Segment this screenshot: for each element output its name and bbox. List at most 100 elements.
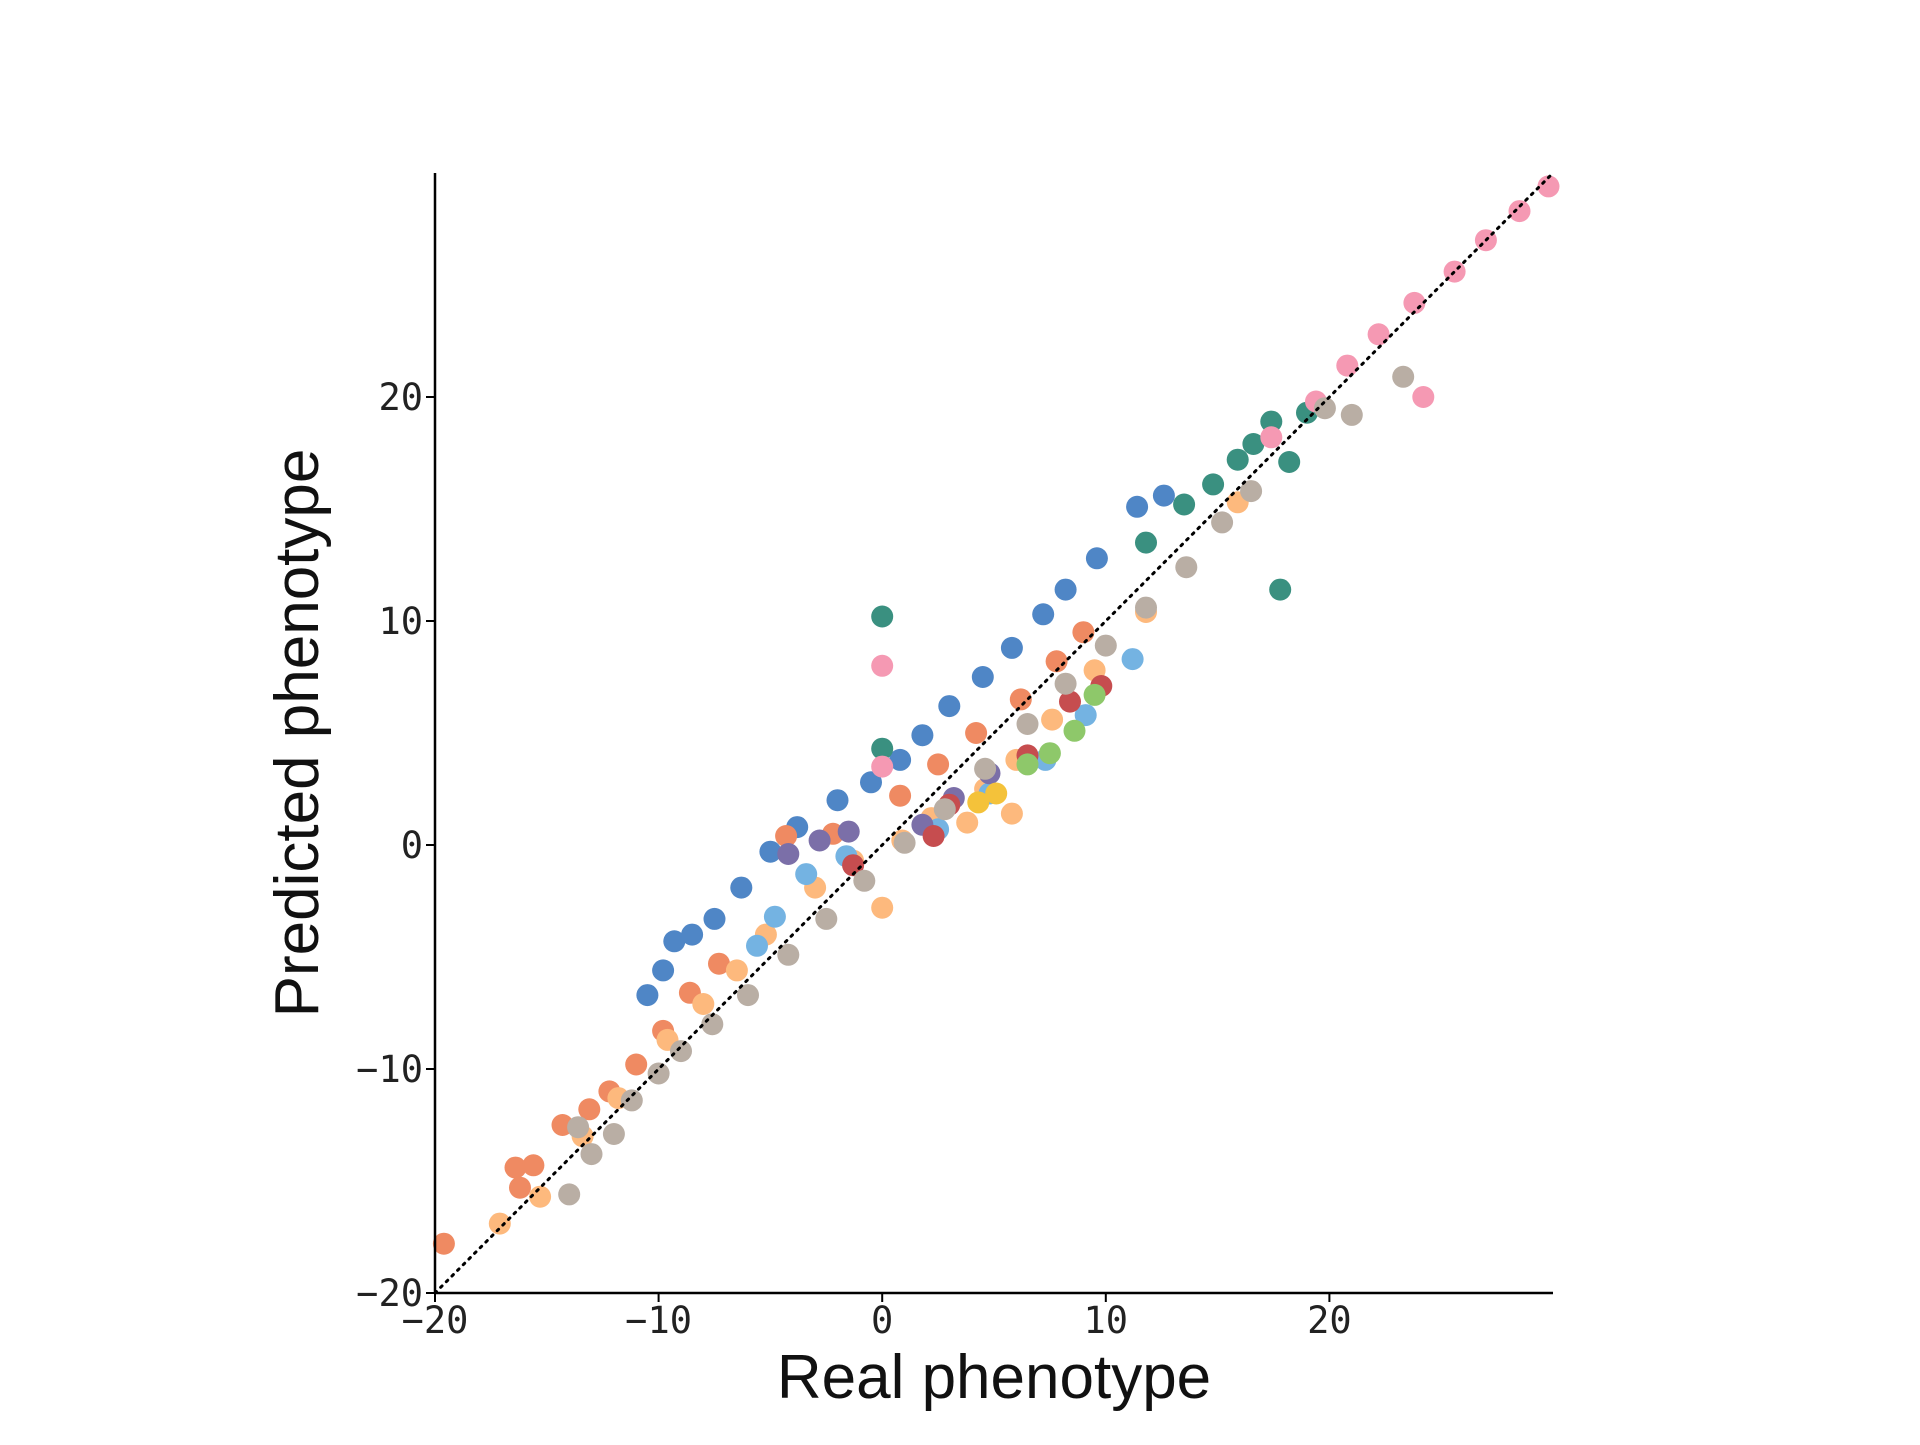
x-tick-label: 20 <box>1307 1299 1352 1342</box>
data-point <box>1175 556 1198 579</box>
data-point <box>777 843 800 865</box>
data-point <box>504 1156 527 1179</box>
data-point <box>567 1116 590 1139</box>
data-point <box>826 789 849 812</box>
data-point <box>1240 480 1263 503</box>
data-point <box>927 753 950 776</box>
data-point <box>974 757 997 780</box>
data-point <box>871 755 894 778</box>
data-point <box>1340 403 1363 426</box>
data-point <box>1412 386 1435 408</box>
data-point <box>509 1176 531 1199</box>
y-tick-label: 10 <box>378 600 423 643</box>
x-ticks: −20 −10 0 10 20 <box>402 1293 1352 1342</box>
data-point <box>795 863 818 886</box>
data-point <box>602 1123 625 1145</box>
data-point <box>1045 650 1068 673</box>
data-point <box>1016 753 1039 776</box>
data-point <box>488 1212 511 1235</box>
data-point <box>1000 636 1023 659</box>
data-point <box>1085 547 1108 570</box>
data-point <box>703 907 726 930</box>
data-point <box>1152 484 1175 507</box>
data-point <box>1032 603 1055 626</box>
data-point <box>1072 621 1095 644</box>
data-point <box>1135 596 1157 619</box>
data-point <box>558 1183 581 1206</box>
data-point <box>1016 713 1039 735</box>
data-point <box>956 811 979 834</box>
data-point <box>763 905 786 928</box>
x-tick-label: 10 <box>1084 1299 1129 1342</box>
data-point <box>933 798 956 821</box>
data-point <box>681 923 704 946</box>
reference-line <box>433 171 1555 1295</box>
data-point <box>860 771 882 794</box>
data-point <box>692 993 715 1015</box>
data-point <box>1009 688 1032 711</box>
data-point <box>759 840 782 863</box>
data-point <box>522 1154 545 1177</box>
data-point <box>889 748 912 771</box>
data-point <box>837 820 860 843</box>
data-point <box>1083 683 1106 706</box>
data-point <box>663 930 686 953</box>
data-point <box>1242 433 1265 455</box>
data-point <box>1126 495 1149 518</box>
data-point <box>1173 493 1196 516</box>
data-point <box>1000 802 1023 825</box>
data-point <box>1054 578 1077 601</box>
x-tick-label: −20 <box>402 1299 469 1342</box>
data-point <box>652 959 675 982</box>
data-point <box>853 869 876 892</box>
data-point <box>871 737 894 760</box>
x-tick-label: 0 <box>871 1299 893 1342</box>
data-point <box>922 825 945 847</box>
data-point <box>580 1143 603 1166</box>
data-point <box>1054 672 1077 695</box>
data-point <box>871 654 894 677</box>
y-axis-title: Predicted phenotype <box>263 449 332 1018</box>
data-point <box>1135 531 1157 554</box>
data-point <box>625 1053 648 1076</box>
y-tick-label: −20 <box>356 1272 423 1315</box>
data-point <box>1367 323 1390 346</box>
data-point <box>620 1089 643 1112</box>
data-point <box>808 829 831 852</box>
data-point <box>889 784 912 807</box>
data-point <box>737 984 759 1007</box>
y-tick-label: 0 <box>401 824 423 867</box>
data-point <box>670 1040 692 1063</box>
data-point <box>1059 690 1081 713</box>
data-point <box>647 1062 670 1085</box>
data-point <box>1038 742 1061 765</box>
data-point <box>1226 448 1249 471</box>
data-point <box>815 907 838 930</box>
data-point <box>432 1232 455 1255</box>
data-point <box>871 896 894 919</box>
data-point <box>775 825 798 847</box>
data-point <box>1211 511 1234 534</box>
x-tick-label: −10 <box>625 1299 692 1342</box>
axes <box>433 173 1553 1295</box>
x-axis-title: Real phenotype <box>777 1343 1211 1412</box>
data-point <box>1041 708 1064 731</box>
data-point <box>1269 578 1292 601</box>
data-point <box>529 1185 552 1208</box>
data-point <box>985 782 1008 805</box>
data-point <box>967 791 990 814</box>
data-point <box>725 959 748 982</box>
data-point <box>1074 704 1097 727</box>
data-point <box>1260 410 1283 433</box>
data-point <box>1121 648 1144 671</box>
data-point <box>730 876 753 899</box>
data-point <box>911 724 934 747</box>
data-point <box>1063 719 1086 742</box>
data-point <box>893 831 916 854</box>
data-point <box>965 722 988 744</box>
data-point <box>842 854 865 877</box>
data-point <box>1392 365 1415 388</box>
y-tick-label: 20 <box>378 376 423 419</box>
